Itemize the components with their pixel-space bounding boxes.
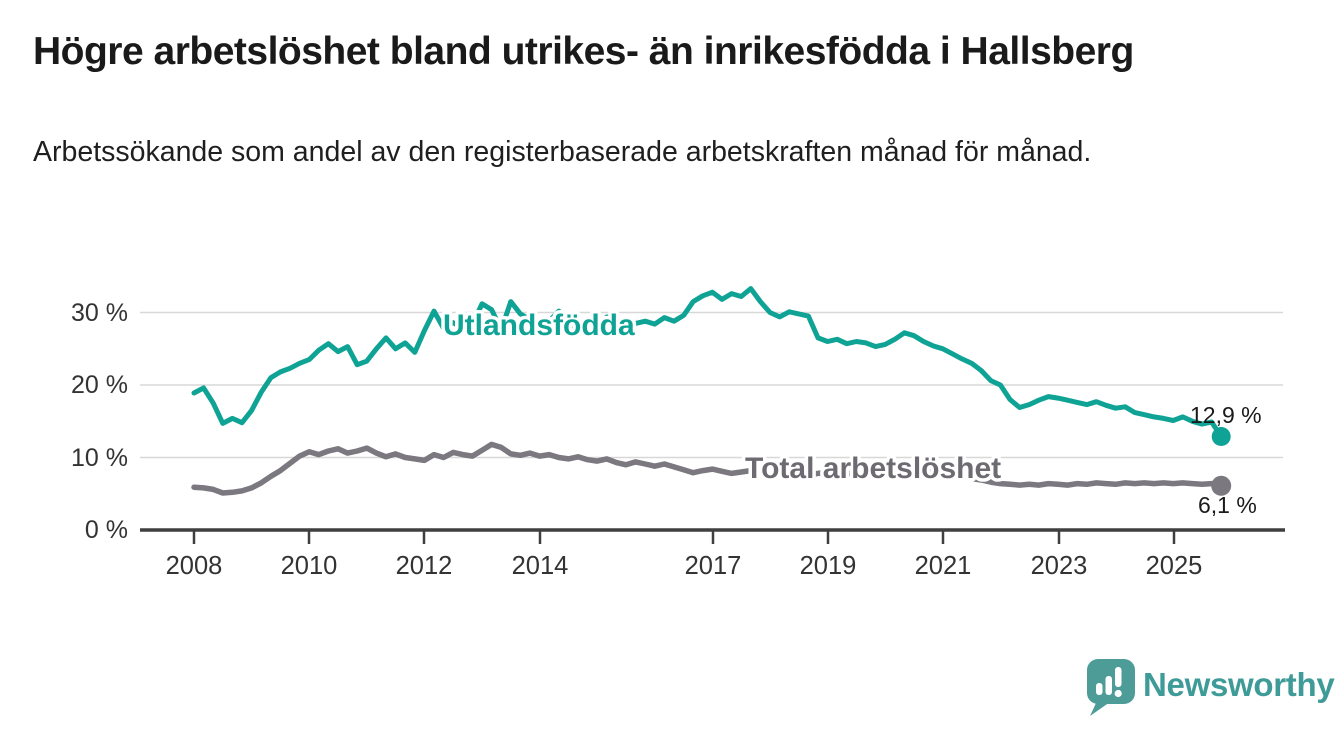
x-label-2014: 2014 xyxy=(512,552,569,580)
y-tick-20: 20 % xyxy=(71,371,128,399)
logo-bubble-tail xyxy=(1090,701,1110,716)
y-tick-30: 30 % xyxy=(71,299,128,327)
end-value-labels: 12,9 % 6,1 % xyxy=(1190,402,1262,518)
y-axis-labels: 30 % 20 % 10 % 0 % xyxy=(71,299,128,544)
x-label-2008: 2008 xyxy=(166,552,223,580)
chart-subtitle: Arbetssökande som andel av den registerb… xyxy=(33,136,1092,168)
x-label-2023: 2023 xyxy=(1031,552,1088,580)
newsworthy-logo: Newsworthy xyxy=(1087,659,1336,716)
series-labels: Utlandsfödda Total arbetslöshet xyxy=(440,306,1005,489)
line-utlandsfodda xyxy=(191,286,1224,439)
end-value-total-arbetsloshet: 6,1 % xyxy=(1198,492,1257,518)
series-lines xyxy=(191,286,1232,496)
x-axis: 2008 2010 2012 2014 2017 2019 2021 2023 … xyxy=(140,528,1285,580)
series-label-total-arbetsloshet: Total arbetslöshet xyxy=(745,452,1001,485)
page-title: Högre arbetslöshet bland utrikes- än inr… xyxy=(33,30,1134,73)
logo-bar-small xyxy=(1096,683,1103,695)
gridlines xyxy=(140,311,1283,459)
logo-exclamation-bar xyxy=(1115,667,1122,687)
newsworthy-wordmark: Newsworthy xyxy=(1143,666,1335,703)
line-total-arbetsloshet xyxy=(191,441,1224,496)
end-value-utlandsfodda: 12,9 % xyxy=(1190,402,1262,428)
series-label-utlandsfodda: Utlandsfödda xyxy=(443,309,635,342)
x-label-2010: 2010 xyxy=(281,552,338,580)
x-label-2025: 2025 xyxy=(1146,552,1203,580)
logo-exclamation-dot xyxy=(1114,689,1122,698)
y-tick-10: 10 % xyxy=(71,444,128,472)
logo-bar-medium xyxy=(1105,676,1112,695)
x-label-2012: 2012 xyxy=(396,552,453,580)
end-dot-total-arbetsloshet xyxy=(1211,475,1232,496)
x-label-2019: 2019 xyxy=(800,552,857,580)
y-tick-0: 0 % xyxy=(85,516,128,544)
x-label-2021: 2021 xyxy=(915,552,972,580)
end-dot-utlandsfodda xyxy=(1211,427,1231,446)
x-label-2017: 2017 xyxy=(685,552,742,580)
